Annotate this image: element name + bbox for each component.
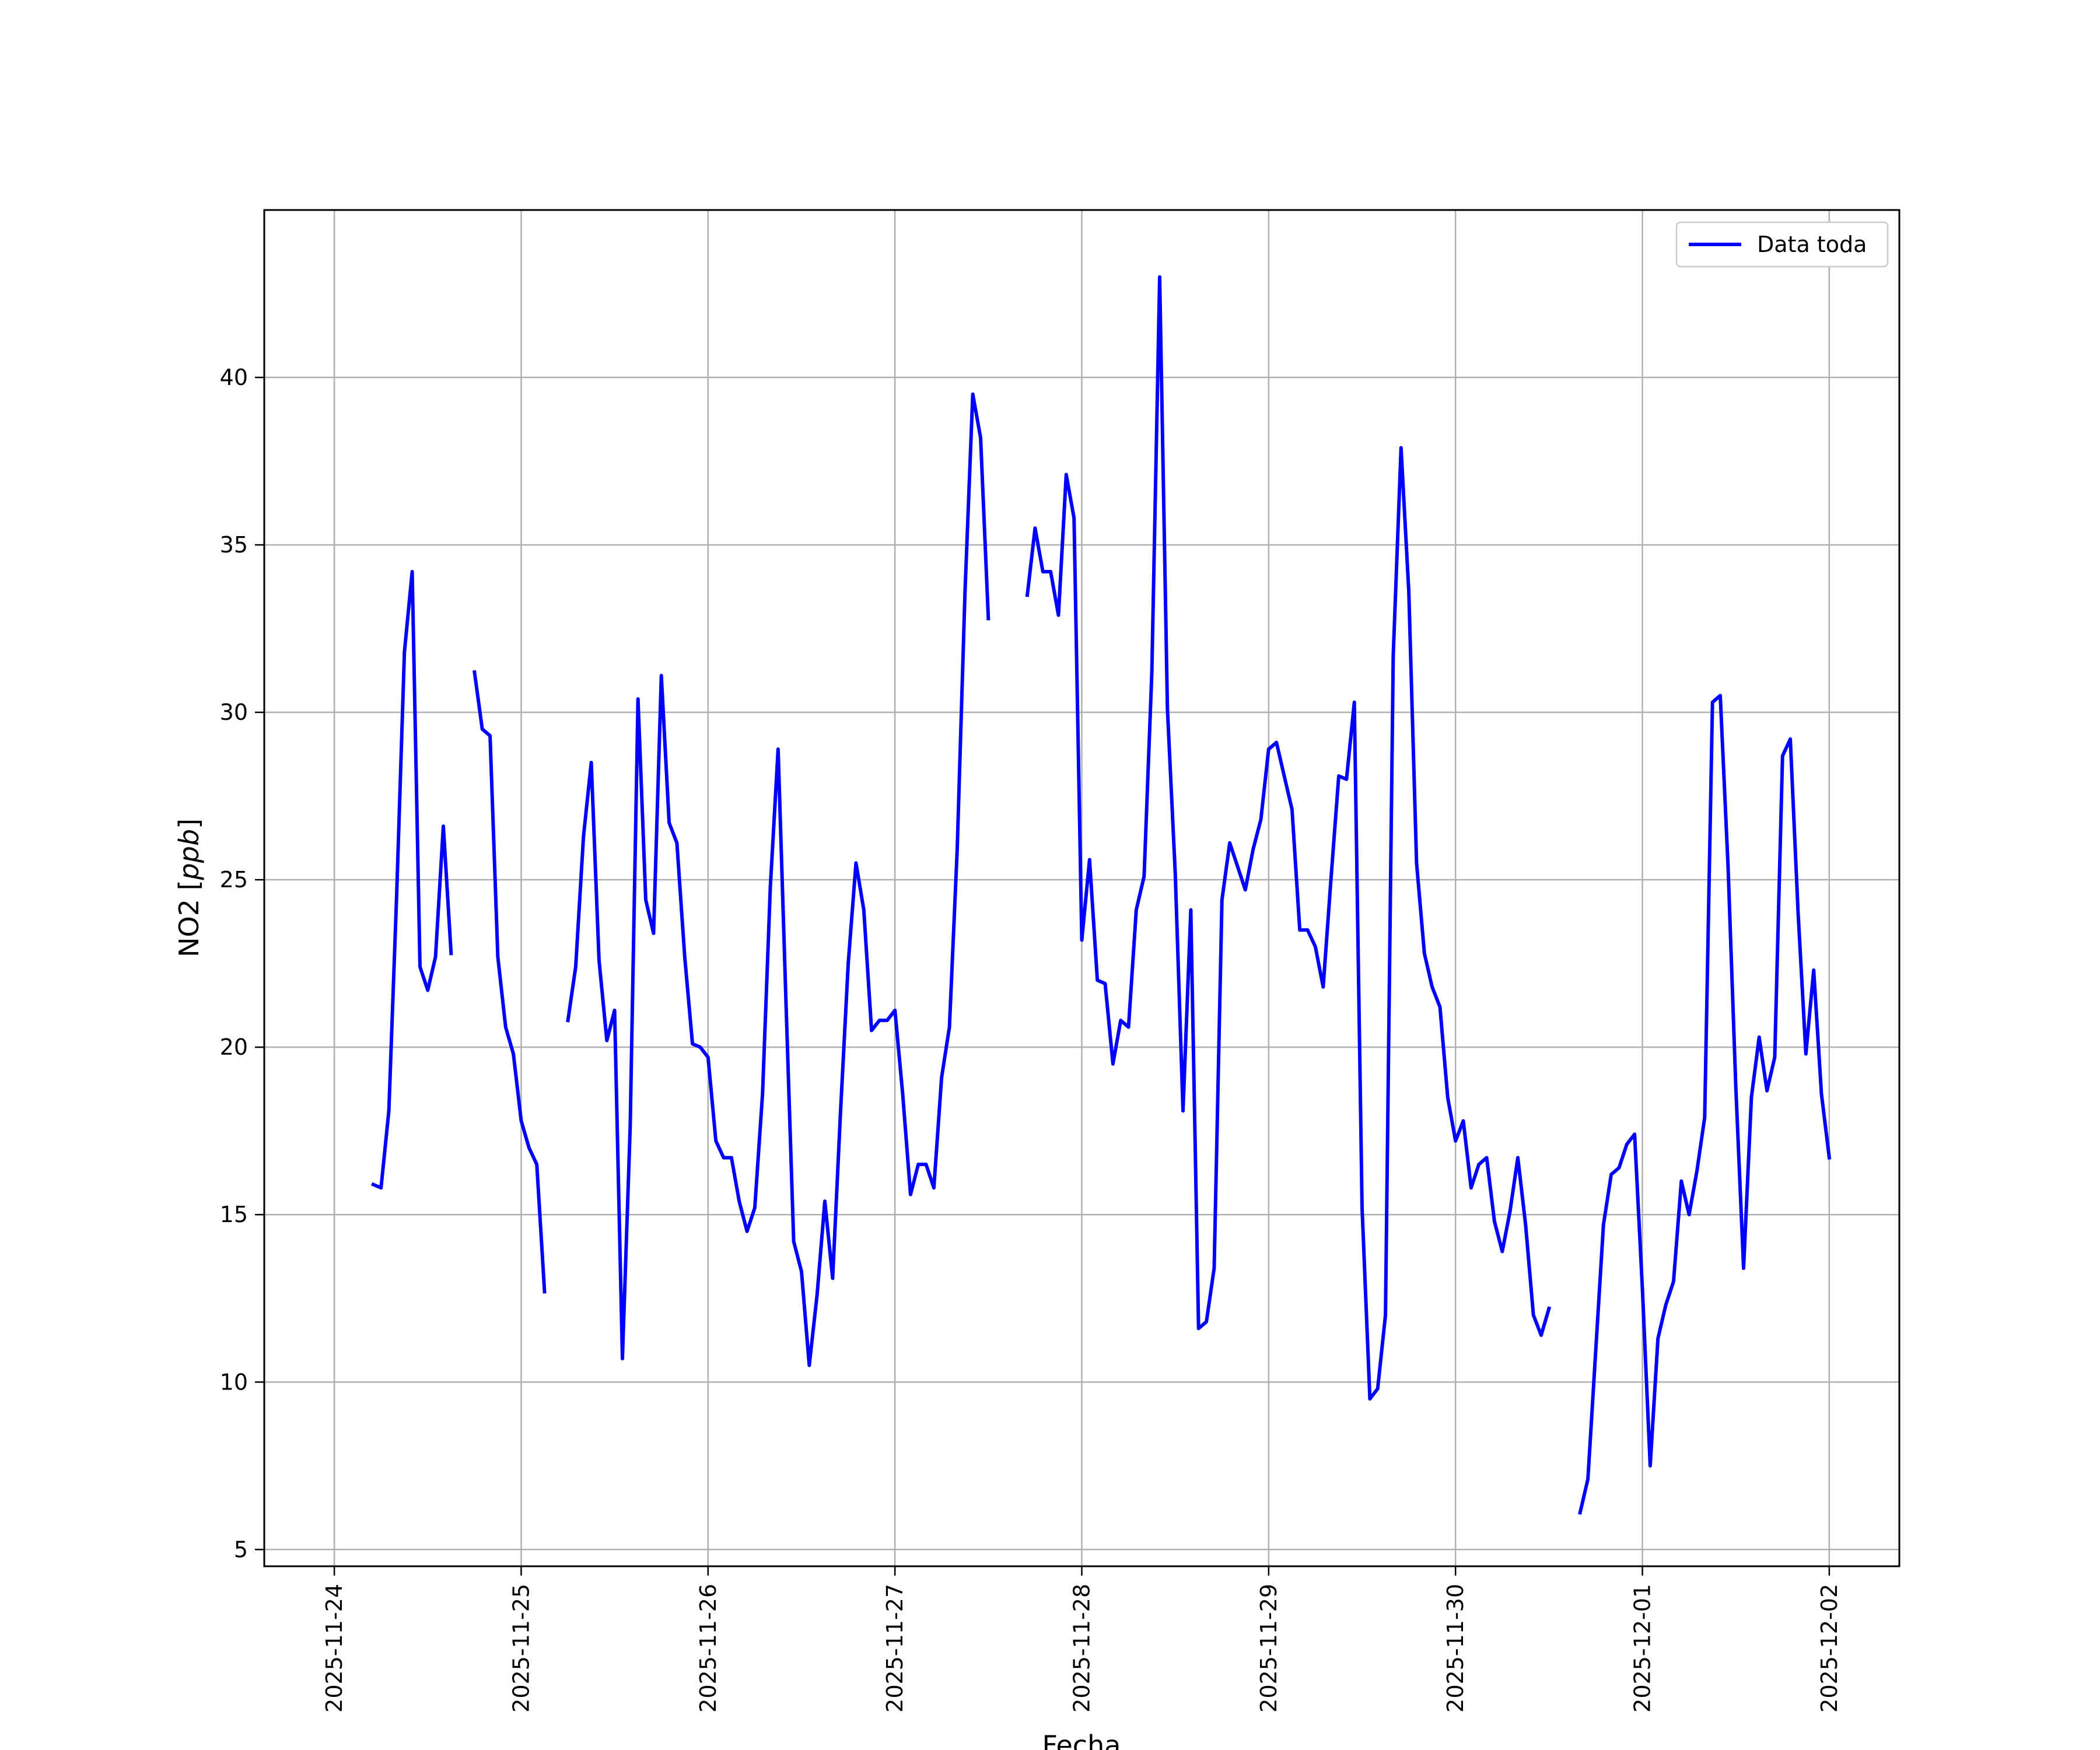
y-tick-label: 35 [220,532,248,558]
legend: Data toda [1675,221,1889,268]
x-tick-label: 2025-11-25 [508,1584,534,1713]
y-tick-label: 15 [220,1202,248,1227]
y-axis-title-main: NO2 [ [173,880,205,957]
series-line-segment [566,392,991,1367]
y-tick-label: 10 [220,1369,248,1395]
y-axis-title-unit: ppb [173,829,205,881]
y-tick-label: 5 [234,1536,248,1562]
y-tick-label: 20 [220,1034,248,1060]
series-layer [370,275,1832,1515]
x-tick-label: 2025-11-28 [1069,1584,1095,1713]
y-tick-label: 25 [220,867,248,892]
x-tick-label: 2025-11-27 [882,1584,908,1713]
y-axis-title: NO2 [ppb] [173,818,205,957]
series-line-segment [1025,275,1552,1401]
x-axis-title: Fecha [1042,1730,1121,1750]
legend-label: Data toda [1757,232,1867,257]
y-tick-label: 30 [220,699,248,725]
x-tick-label: 2025-11-26 [695,1584,721,1713]
y-tick-label: 40 [220,365,248,390]
x-tick-label: 2025-12-01 [1630,1584,1656,1713]
x-axis-ticks: 2025-11-24 2025-11-25 2025-11-26 2025-11-27… [321,1566,1842,1713]
series-line-segment [370,570,453,1190]
series-line-segment [473,670,547,1294]
y-axis-title-close: ] [173,818,205,829]
x-tick-label: 2025-11-24 [321,1584,347,1713]
x-gridlines [333,210,1831,1566]
x-tick-label: 2025-11-29 [1256,1584,1282,1713]
y-gridlines [264,376,1899,1550]
y-axis-ticks: 5 10 15 20 25 30 35 40 [220,365,264,1562]
x-tick-label: 2025-12-02 [1817,1584,1842,1713]
legend-box [1675,221,1889,268]
x-tick-label: 2025-11-30 [1443,1584,1468,1713]
series-line-segment [1578,694,1832,1515]
